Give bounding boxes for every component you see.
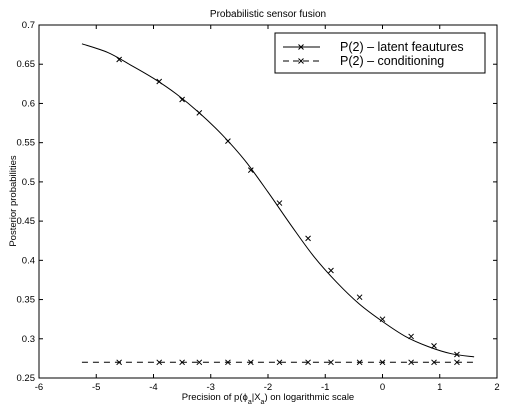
data-point-marker: [356, 359, 363, 366]
x-axis-label: Precision of p(ϕa|Xa) on logarithmic sca…: [182, 392, 354, 406]
y-tick-label: 0.6: [22, 98, 35, 109]
x-tick-label: 1: [437, 382, 442, 393]
data-point-marker: [225, 138, 231, 144]
y-axis-label: Posterior probabilities: [8, 155, 19, 247]
y-tick-label: 0.7: [22, 20, 35, 31]
series-layer: [81, 43, 475, 366]
legend-box: [274, 32, 486, 74]
data-point-marker: [408, 359, 414, 366]
data-point-marker: [179, 96, 185, 103]
y-tick-label: 0.4: [22, 255, 35, 266]
y-tick-label: 0.55: [17, 138, 36, 149]
series-latent-line: [81, 43, 475, 358]
data-point-marker: [454, 359, 460, 366]
series-conditioning: [81, 359, 475, 366]
x-tick-label: 2: [494, 382, 499, 393]
data-point-marker: [225, 359, 231, 366]
x-tick-label: -3: [207, 382, 215, 393]
x-tick-label: -2: [264, 382, 272, 393]
legend-label-conditioning: P(2) – conditioning: [340, 54, 444, 68]
y-tick-label: 0.25: [17, 373, 36, 384]
data-point-marker: [116, 56, 123, 63]
x-tick-label: -4: [149, 382, 157, 393]
legend-label-latent: P(2) – latent feautures: [340, 40, 464, 54]
x-tick-label: -5: [92, 382, 100, 393]
data-point-marker: [247, 167, 254, 173]
data-point-marker: [156, 78, 163, 85]
chart-title: Probabilistic sensor fusion: [210, 9, 326, 20]
data-point-marker: [196, 110, 203, 116]
legend-marker-latent: [298, 44, 304, 50]
y-tick-label: 0.5: [22, 177, 35, 188]
data-point-marker: [276, 359, 283, 366]
y-tick-label: 0.45: [17, 216, 36, 227]
y-tick-label: 0.65: [17, 59, 36, 70]
data-point-marker: [305, 235, 311, 242]
data-point-marker: [431, 359, 437, 366]
axis-ticks: -6 -5 -4 -3 -2 -1 0 1 2 0.25 0.3 0.35 0.4 0.45 0.5 0.55…: [17, 20, 500, 393]
x-tick-label: -6: [35, 382, 43, 393]
data-point-marker: [305, 359, 311, 366]
x-tick-label: -1: [321, 382, 329, 393]
data-point-marker: [328, 267, 334, 274]
plot-area: [38, 24, 498, 379]
data-point-marker: [196, 359, 203, 366]
data-point-marker: [247, 359, 254, 366]
data-point-marker: [431, 342, 437, 349]
data-point-marker: [276, 200, 283, 206]
legend: P(2) – latent feautures P(2) – condition…: [274, 32, 486, 74]
data-point-marker: [356, 294, 363, 301]
data-point-marker: [328, 359, 334, 366]
y-tick-label: 0.3: [22, 334, 35, 345]
data-point-marker: [454, 351, 460, 358]
data-point-marker: [408, 333, 414, 340]
data-point-marker: [379, 359, 386, 366]
x-tick-label: 0: [380, 382, 385, 393]
data-point-marker: [116, 359, 123, 366]
data-point-marker: [379, 316, 386, 323]
data-point-marker: [156, 359, 163, 366]
series-latent: [81, 43, 475, 358]
y-tick-label: 0.35: [17, 295, 36, 306]
data-point-marker: [179, 359, 185, 366]
legend-marker-conditioning: [298, 58, 304, 64]
